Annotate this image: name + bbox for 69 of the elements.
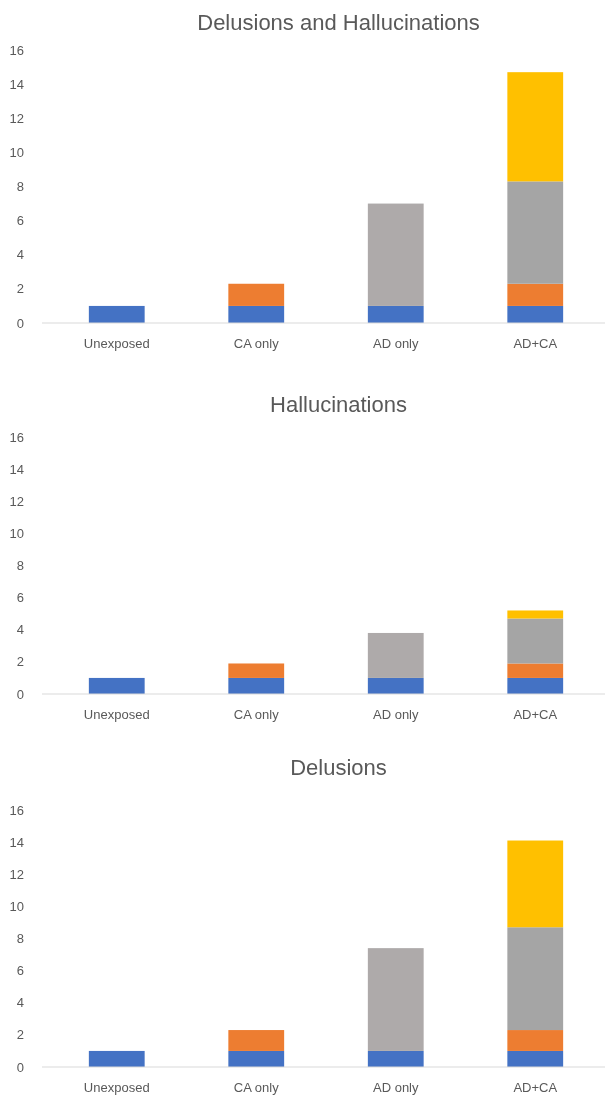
y-tick-label: 14: [9, 76, 24, 92]
x-tick-label: CA only: [233, 1080, 280, 1095]
bar: [367, 632, 424, 678]
y-tick-label: 16: [9, 802, 24, 818]
x-tick-label: AD+CA: [513, 1080, 558, 1095]
y-tick-label: 16: [9, 42, 24, 58]
x-tick-label: Unexposed: [83, 336, 150, 351]
y-tick-label: 8: [16, 931, 24, 947]
y-tick-label: 14: [9, 461, 24, 477]
bar: [367, 1050, 424, 1067]
y-tick-label: 4: [16, 247, 24, 263]
y-tick-label: 6: [16, 213, 24, 229]
x-tick-label: CA only: [233, 707, 280, 722]
chart-title: Hallucinations: [270, 392, 407, 417]
x-tick-label: AD+CA: [513, 336, 558, 351]
bar: [88, 677, 145, 694]
bar: [507, 677, 564, 694]
bar: [228, 1050, 285, 1067]
x-tick-label: AD only: [372, 1080, 419, 1095]
y-tick-label: 4: [16, 622, 24, 638]
y-tick-label: 10: [9, 898, 24, 914]
bar: [88, 1050, 145, 1067]
bar: [507, 610, 564, 619]
x-tick-label: AD only: [372, 707, 419, 722]
x-tick-label: Unexposed: [83, 707, 150, 722]
y-tick-label: 0: [16, 1059, 24, 1075]
bar: [367, 305, 424, 323]
x-tick-label: CA only: [233, 336, 280, 351]
y-tick-label: 6: [16, 963, 24, 979]
bar: [367, 677, 424, 694]
bar: [507, 72, 564, 182]
x-tick-label: AD+CA: [513, 707, 558, 722]
bar: [507, 305, 564, 323]
x-tick-label: Unexposed: [83, 1080, 150, 1095]
y-tick-label: 12: [9, 866, 24, 882]
bar: [507, 840, 564, 928]
bar: [507, 283, 564, 306]
y-tick-label: 0: [16, 315, 24, 331]
y-tick-label: 2: [16, 281, 24, 297]
bar: [507, 927, 564, 1031]
y-tick-label: 4: [16, 995, 24, 1011]
bar: [507, 1050, 564, 1067]
y-tick-label: 16: [9, 429, 24, 445]
y-tick-label: 12: [9, 110, 24, 126]
y-tick-label: 8: [16, 558, 24, 574]
bar: [88, 305, 145, 323]
chart-title: Delusions and Hallucinations: [197, 10, 480, 35]
y-tick-label: 8: [16, 179, 24, 195]
bar: [367, 203, 424, 306]
y-tick-label: 6: [16, 590, 24, 606]
bar: [228, 1030, 285, 1051]
x-tick-label: AD only: [372, 336, 419, 351]
y-tick-label: 0: [16, 686, 24, 702]
bar: [507, 618, 564, 664]
chart-title: Delusions: [290, 755, 387, 780]
y-tick-label: 10: [9, 144, 24, 160]
y-tick-label: 2: [16, 654, 24, 670]
bar: [228, 663, 285, 678]
y-tick-label: 14: [9, 834, 24, 850]
y-tick-label: 10: [9, 525, 24, 541]
bar: [228, 283, 285, 306]
bar: [228, 677, 285, 694]
bar: [228, 305, 285, 323]
bar: [367, 948, 424, 1051]
y-tick-label: 2: [16, 1027, 24, 1043]
bar: [507, 1030, 564, 1051]
bar: [507, 663, 564, 678]
bar: [507, 181, 564, 284]
y-tick-label: 12: [9, 493, 24, 509]
